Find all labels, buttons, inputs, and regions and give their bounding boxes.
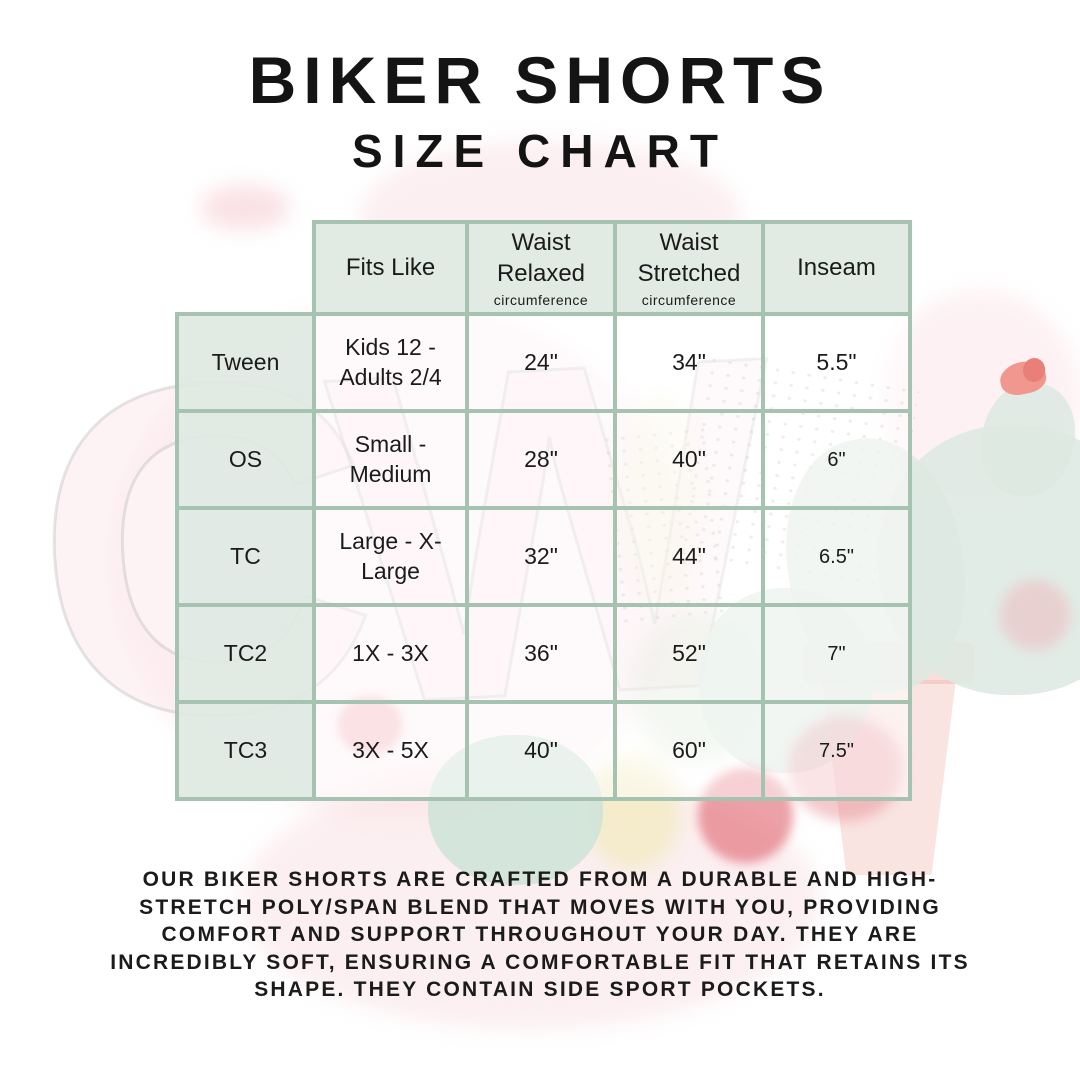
table-row: Tween Kids 12 - Adults 2/4 24" 34" 5.5" bbox=[175, 312, 912, 413]
inseam-cell: 7" bbox=[761, 603, 912, 704]
fits-like-cell: 3X - 5X bbox=[312, 700, 469, 801]
title-block: BIKER SHORTS SIZE CHART bbox=[0, 0, 1080, 178]
fits-like-cell: Kids 12 - Adults 2/4 bbox=[312, 312, 469, 413]
pink-wash-blob bbox=[200, 185, 290, 230]
column-header-waist-relaxed: Waist Relaxed circumference bbox=[465, 220, 617, 316]
column-header-label: Waist Stretched bbox=[637, 228, 741, 287]
waist-stretched-cell: 60" bbox=[613, 700, 765, 801]
waist-relaxed-cell: 32" bbox=[465, 506, 617, 607]
row-label: Tween bbox=[175, 312, 316, 413]
waist-stretched-cell: 40" bbox=[613, 409, 765, 510]
column-header-label: Inseam bbox=[797, 254, 876, 282]
table-row: TC3 3X - 5X 40" 60" 7.5" bbox=[175, 700, 912, 801]
column-header-waist-stretched: Waist Stretched circumference bbox=[613, 220, 765, 316]
column-header-inseam: Inseam bbox=[761, 220, 912, 316]
waist-stretched-cell: 52" bbox=[613, 603, 765, 704]
inseam-cell: 6" bbox=[761, 409, 912, 510]
row-label: TC3 bbox=[175, 700, 316, 801]
table-row: TC2 1X - 3X 36" 52" 7" bbox=[175, 603, 912, 704]
inseam-cell: 7.5" bbox=[761, 700, 912, 801]
description-line: STRETCH POLY/SPAN BLEND THAT MOVES WITH … bbox=[139, 895, 941, 919]
page-subtitle: SIZE CHART bbox=[352, 125, 728, 177]
waist-relaxed-cell: 24" bbox=[465, 312, 617, 413]
column-header-label: Waist Relaxed bbox=[496, 228, 586, 287]
description-line: COMFORT AND SUPPORT THROUGHOUT YOUR DAY.… bbox=[161, 923, 919, 946]
row-label: TC bbox=[175, 506, 316, 607]
inseam-cell: 6.5" bbox=[761, 506, 912, 607]
column-header-fits-like: Fits Like bbox=[312, 220, 469, 316]
row-label: TC2 bbox=[175, 603, 316, 704]
table-row: TC Large - X-Large 32" 44" 6.5" bbox=[175, 506, 912, 607]
page-title: BIKER SHORTS bbox=[248, 43, 832, 117]
table-row: OS Small - Medium 28" 40" 6" bbox=[175, 409, 912, 510]
fits-like-cell: Large - X-Large bbox=[312, 506, 469, 607]
size-table: Fits Like Waist Relaxed circumference Wa… bbox=[175, 220, 912, 801]
fits-like-cell: 1X - 3X bbox=[312, 603, 469, 704]
waist-stretched-cell: 44" bbox=[613, 506, 765, 607]
waist-relaxed-cell: 28" bbox=[465, 409, 617, 510]
red-flower-icon bbox=[1000, 580, 1070, 650]
description-line: INCREDIBLY SOFT, ENSURING A COMFORTABLE … bbox=[110, 950, 970, 974]
waist-relaxed-cell: 36" bbox=[465, 603, 617, 704]
inseam-cell: 5.5" bbox=[761, 312, 912, 413]
description-line: SHAPE. THEY CONTAIN SIDE SPORT POCKETS. bbox=[254, 978, 826, 1001]
table-corner-cell bbox=[177, 222, 314, 314]
waist-stretched-cell: 34" bbox=[613, 312, 765, 413]
column-header-label: Fits Like bbox=[345, 254, 436, 282]
product-description: OUR BIKER SHORTS ARE CRAFTED FROM A DURA… bbox=[30, 866, 1050, 1004]
fits-like-cell: Small - Medium bbox=[312, 409, 469, 510]
row-label: OS bbox=[175, 409, 316, 510]
header-row: Fits Like Waist Relaxed circumference Wa… bbox=[177, 220, 912, 316]
header-sub-label: circumference bbox=[493, 292, 589, 309]
header-sub-label: circumference bbox=[641, 292, 737, 309]
description-line: OUR BIKER SHORTS ARE CRAFTED FROM A DURA… bbox=[142, 868, 938, 891]
waist-relaxed-cell: 40" bbox=[465, 700, 617, 801]
